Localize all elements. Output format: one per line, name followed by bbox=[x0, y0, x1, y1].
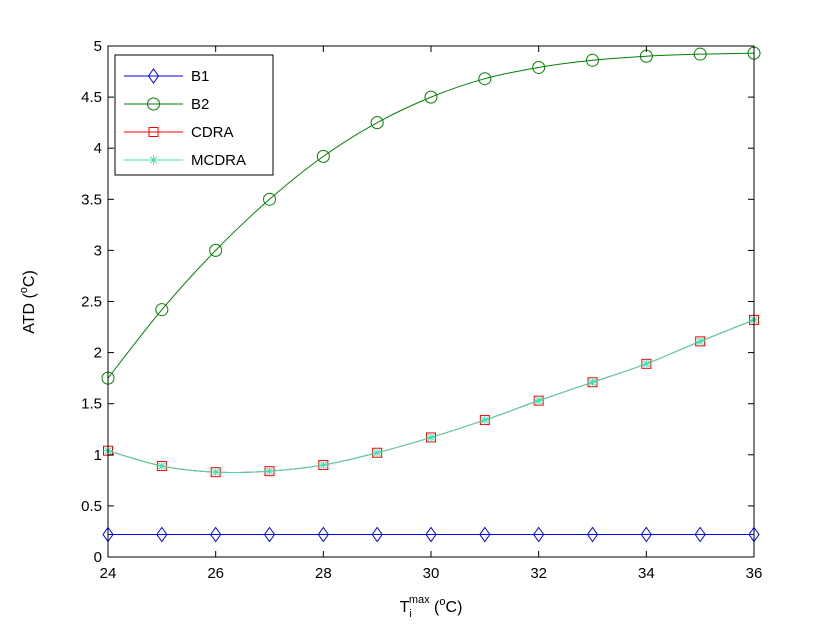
x-axis-title-sub: i bbox=[409, 608, 411, 620]
y-axis-title-text: ATD ( bbox=[21, 293, 38, 334]
y-tick-label: 2 bbox=[94, 345, 102, 362]
x-axis-title-unit-sup: o bbox=[439, 596, 445, 608]
y-tick-label: 1 bbox=[94, 447, 102, 464]
y-tick-label: 4 bbox=[94, 140, 102, 157]
x-tick-label: 34 bbox=[638, 565, 655, 582]
data-point-mcdra bbox=[588, 377, 597, 387]
data-point-mcdra bbox=[480, 415, 490, 425]
legend-marker-cdra bbox=[148, 127, 159, 137]
legend-item-b1: B1 bbox=[124, 68, 209, 85]
data-point-mcdra bbox=[265, 466, 274, 476]
x-axis-title: Ti max (oC) bbox=[400, 594, 463, 620]
data-point-b1 bbox=[263, 526, 276, 543]
x-axis-title-sup: max bbox=[409, 594, 430, 606]
legend-item-b2: B2 bbox=[124, 96, 209, 113]
y-tick-label: 1.5 bbox=[81, 396, 102, 413]
y-axis-ticks: 0 0.5 1 1.5 2 2.5 3 3.5 4 4.5 5 bbox=[81, 38, 754, 566]
data-point-b1 bbox=[371, 526, 383, 543]
y-tick-label: 0 bbox=[94, 549, 102, 566]
x-tick-label: 26 bbox=[207, 565, 224, 582]
data-point-mcdra bbox=[157, 461, 167, 471]
data-point-mcdra bbox=[534, 396, 544, 406]
legend-box bbox=[114, 54, 274, 176]
data-point-b1 bbox=[317, 526, 329, 543]
data-point-b1 bbox=[694, 526, 706, 543]
data-point-b2 bbox=[209, 243, 223, 257]
data-point-b2 bbox=[424, 90, 438, 104]
legend: B1 B2 CDRA MCDRA bbox=[114, 54, 274, 176]
data-point-b1 bbox=[156, 526, 168, 543]
data-point-b1 bbox=[479, 526, 491, 543]
data-point-b1 bbox=[586, 526, 599, 543]
x-tick-label: 32 bbox=[530, 565, 547, 582]
y-axis-title-close: C) bbox=[21, 270, 38, 287]
data-point-b1 bbox=[425, 526, 437, 543]
y-tick-label: 3.5 bbox=[81, 191, 102, 208]
legend-label-mcdra: MCDRA bbox=[191, 152, 246, 169]
x-axis-title-unit-open: ( bbox=[430, 599, 440, 616]
series-layer bbox=[101, 46, 761, 543]
data-point-b2 bbox=[370, 116, 384, 130]
data-point-b1 bbox=[640, 526, 652, 543]
legend-marker-mcdra bbox=[149, 155, 158, 165]
legend-label-b1: B1 bbox=[191, 68, 209, 85]
y-tick-label: 0.5 bbox=[81, 498, 102, 515]
data-point-b2 bbox=[478, 72, 492, 86]
y-axis-title-sup: o bbox=[18, 287, 30, 293]
legend-label-b2: B2 bbox=[191, 96, 209, 113]
x-tick-label: 30 bbox=[423, 565, 440, 582]
x-tick-label: 28 bbox=[315, 565, 332, 582]
y-tick-label: 3 bbox=[94, 242, 102, 259]
y-tick-label: 5 bbox=[94, 38, 102, 55]
x-tick-label: 24 bbox=[100, 565, 117, 582]
legend-marker-b1 bbox=[147, 68, 160, 84]
y-tick-label: 4.5 bbox=[81, 89, 102, 106]
data-point-b1 bbox=[210, 526, 222, 543]
data-point-mcdra bbox=[318, 460, 328, 470]
data-point-mcdra bbox=[372, 448, 382, 458]
data-point-mcdra bbox=[211, 467, 221, 477]
x-axis-ticks: 24 26 28 30 32 34 36 bbox=[100, 46, 763, 582]
y-axis-title: ATD (oC) bbox=[18, 270, 38, 334]
series-line-b2 bbox=[107, 52, 755, 379]
legend-item-cdra: CDRA bbox=[124, 124, 234, 141]
data-point-b2 bbox=[586, 53, 599, 67]
data-point-b2 bbox=[532, 60, 546, 74]
legend-item-mcdra: MCDRA bbox=[124, 152, 246, 169]
data-point-mcdra bbox=[426, 432, 436, 442]
data-point-mcdra bbox=[695, 336, 705, 346]
data-point-b2 bbox=[693, 47, 707, 61]
data-point-mcdra bbox=[641, 359, 651, 369]
x-axis-title-base: T bbox=[400, 599, 410, 616]
x-tick-label: 36 bbox=[746, 565, 763, 582]
data-point-b2 bbox=[316, 149, 330, 163]
data-point-b1 bbox=[533, 526, 545, 543]
series-b1 bbox=[102, 526, 760, 543]
legend-label-cdra: CDRA bbox=[191, 124, 234, 141]
legend-items: B1 B2 CDRA MCDRA bbox=[124, 68, 246, 169]
data-point-b2 bbox=[263, 192, 276, 206]
data-point-b2 bbox=[155, 303, 169, 317]
x-axis-title-unit-close: C) bbox=[446, 599, 463, 616]
y-tick-label: 2.5 bbox=[81, 294, 102, 311]
legend-marker-b2 bbox=[147, 97, 160, 111]
